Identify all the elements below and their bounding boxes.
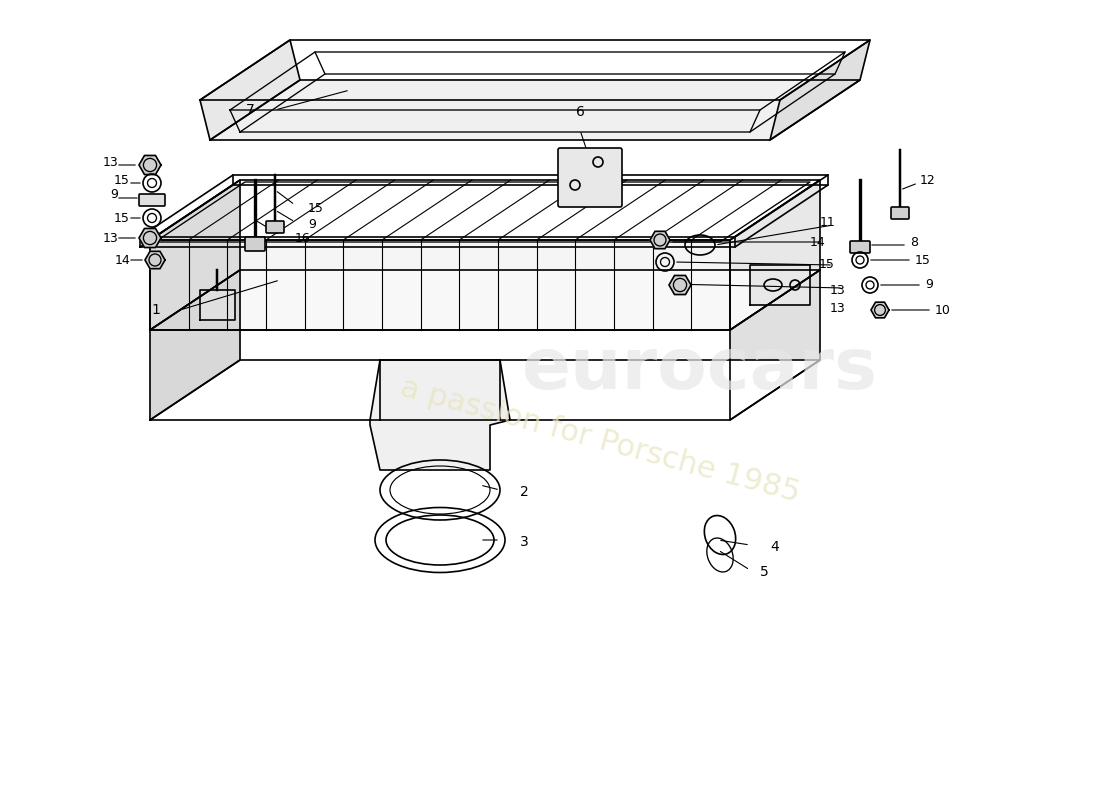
Text: 15: 15	[114, 174, 130, 186]
Text: 9: 9	[308, 218, 316, 230]
FancyBboxPatch shape	[245, 237, 265, 251]
Text: 9: 9	[110, 189, 118, 202]
Text: 13: 13	[829, 283, 845, 297]
FancyBboxPatch shape	[266, 221, 284, 233]
Polygon shape	[150, 240, 730, 330]
Polygon shape	[150, 180, 240, 330]
Text: 4: 4	[770, 540, 779, 554]
Polygon shape	[200, 40, 300, 140]
Polygon shape	[370, 360, 510, 470]
FancyBboxPatch shape	[558, 148, 622, 207]
Text: 13: 13	[102, 231, 118, 245]
Polygon shape	[200, 40, 870, 100]
Polygon shape	[770, 40, 870, 140]
Polygon shape	[730, 270, 820, 420]
Polygon shape	[150, 360, 820, 420]
Text: 15: 15	[820, 258, 835, 271]
Text: 6: 6	[575, 105, 584, 119]
Text: 10: 10	[935, 303, 950, 317]
Polygon shape	[150, 270, 240, 420]
Text: 14: 14	[114, 254, 130, 266]
Text: 9: 9	[925, 278, 933, 291]
Text: 7: 7	[246, 103, 255, 117]
Text: 12: 12	[920, 174, 936, 186]
Polygon shape	[730, 180, 820, 330]
Text: 15: 15	[915, 254, 931, 266]
Text: 13: 13	[102, 155, 118, 169]
Text: a passion for Porsche 1985: a passion for Porsche 1985	[397, 373, 803, 507]
Text: 1: 1	[151, 303, 160, 317]
Polygon shape	[150, 180, 820, 240]
Text: 2: 2	[520, 485, 529, 499]
Polygon shape	[210, 80, 860, 140]
Text: 16: 16	[295, 231, 310, 245]
Text: 15: 15	[114, 211, 130, 225]
Polygon shape	[750, 265, 810, 305]
Polygon shape	[650, 231, 670, 249]
FancyBboxPatch shape	[139, 194, 165, 206]
Text: 8: 8	[910, 235, 918, 249]
Polygon shape	[150, 270, 820, 330]
Polygon shape	[871, 302, 889, 318]
Polygon shape	[139, 155, 161, 174]
Polygon shape	[139, 229, 161, 247]
FancyBboxPatch shape	[850, 241, 870, 253]
Polygon shape	[200, 290, 235, 320]
Polygon shape	[145, 251, 165, 269]
Text: 13: 13	[829, 302, 845, 314]
Text: eurocars: eurocars	[522, 335, 878, 405]
Text: 3: 3	[520, 535, 529, 549]
Text: 11: 11	[820, 215, 835, 229]
Polygon shape	[669, 275, 691, 294]
Text: 5: 5	[760, 565, 769, 579]
Text: 15: 15	[308, 202, 323, 214]
Text: 14: 14	[810, 235, 825, 249]
FancyBboxPatch shape	[891, 207, 909, 219]
